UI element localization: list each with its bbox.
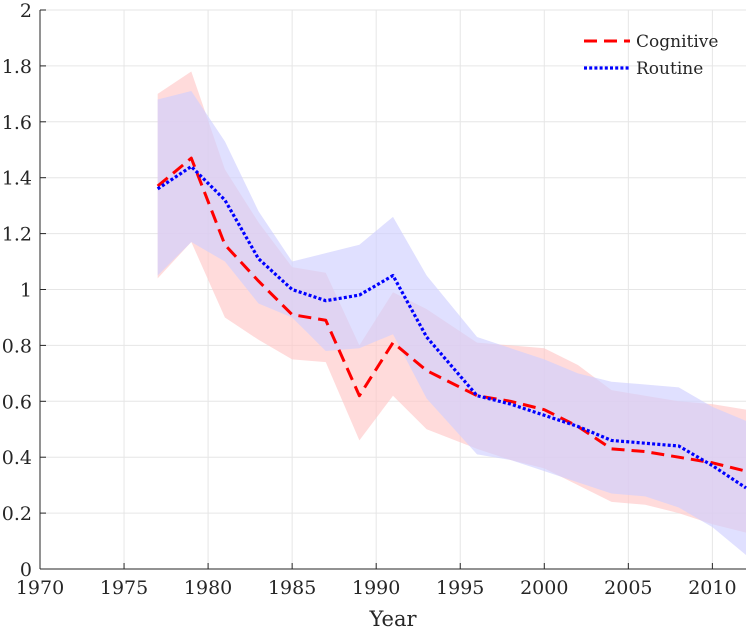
y-tick-label: 1 — [20, 280, 32, 302]
data-point-routine-1991 — [392, 274, 395, 277]
x-tick-label: 1980 — [184, 577, 232, 599]
data-point-routine-2000 — [543, 414, 546, 417]
x-tick-label: 1970 — [16, 577, 64, 599]
x-tick-label: 1985 — [268, 577, 316, 599]
data-point-routine-2010 — [711, 464, 714, 467]
data-point-routine-1983 — [257, 257, 260, 260]
data-point-routine-1977 — [156, 187, 159, 190]
x-tick-label: 1990 — [352, 577, 400, 599]
y-tick-label: 0.4 — [2, 447, 32, 469]
y-tick-label: 0 — [20, 559, 32, 581]
x-tick-label: 2005 — [604, 577, 652, 599]
legend: Cognitive Routine — [584, 32, 718, 79]
y-tick-label: 0.8 — [2, 335, 32, 357]
data-point-cognitive-1991 — [392, 341, 395, 344]
data-point-routine-1985 — [291, 288, 294, 291]
series-line-cognitive — [156, 156, 747, 473]
data-point-cognitive-1981 — [223, 243, 226, 246]
data-point-cognitive-1985 — [291, 313, 294, 316]
data-point-cognitive-1983 — [257, 280, 260, 283]
series-lines — [156, 156, 747, 490]
y-tick-label: 0.2 — [2, 503, 32, 525]
series-line-routine — [156, 164, 747, 490]
x-tick-label: 1995 — [436, 577, 484, 599]
data-point-cognitive-1987 — [324, 319, 327, 322]
legend-label-cognitive: Cognitive — [636, 32, 718, 52]
y-tick-label: 1.2 — [2, 224, 32, 246]
legend-label-routine: Routine — [636, 59, 703, 79]
data-point-routine-1981 — [223, 199, 226, 202]
data-point-cognitive-1993 — [425, 369, 428, 372]
data-point-routine-2004 — [610, 439, 613, 442]
y-tick-label: 1.4 — [2, 168, 32, 190]
data-point-cognitive-2000 — [543, 408, 546, 411]
data-point-routine-2008 — [677, 445, 680, 448]
data-point-routine-1987 — [324, 299, 327, 302]
x-axis-label: Year — [368, 607, 417, 630]
data-point-routine-1979 — [190, 165, 193, 168]
tick-labels: 1970 1975 1980 1985 1990 1995 2000 2005 2010 0 0.2… — [2, 0, 737, 599]
data-point-routine-2002 — [576, 425, 579, 428]
y-tick-label: 1.6 — [2, 112, 32, 134]
data-point-cognitive-2006 — [644, 450, 647, 453]
data-point-routine-1989 — [358, 294, 361, 297]
x-tick-label: 1975 — [100, 577, 148, 599]
data-point-routine-1998 — [509, 403, 512, 406]
data-point-routine-2006 — [644, 442, 647, 445]
data-point-cognitive-2008 — [677, 456, 680, 459]
data-point-cognitive-1989 — [358, 394, 361, 397]
axes — [39, 9, 746, 570]
data-point-routine-1996 — [476, 394, 479, 397]
y-tick-label: 0.6 — [2, 391, 32, 413]
x-tick-label: 2010 — [688, 577, 736, 599]
y-tick-label: 1.8 — [2, 56, 32, 78]
data-point-routine-1993 — [425, 336, 428, 339]
data-point-cognitive-1979 — [190, 157, 193, 160]
data-point-cognitive-2004 — [610, 447, 613, 450]
confidence-bands — [157, 71, 746, 556]
y-tick-label: 2 — [20, 0, 32, 22]
x-tick-label: 2000 — [520, 577, 568, 599]
